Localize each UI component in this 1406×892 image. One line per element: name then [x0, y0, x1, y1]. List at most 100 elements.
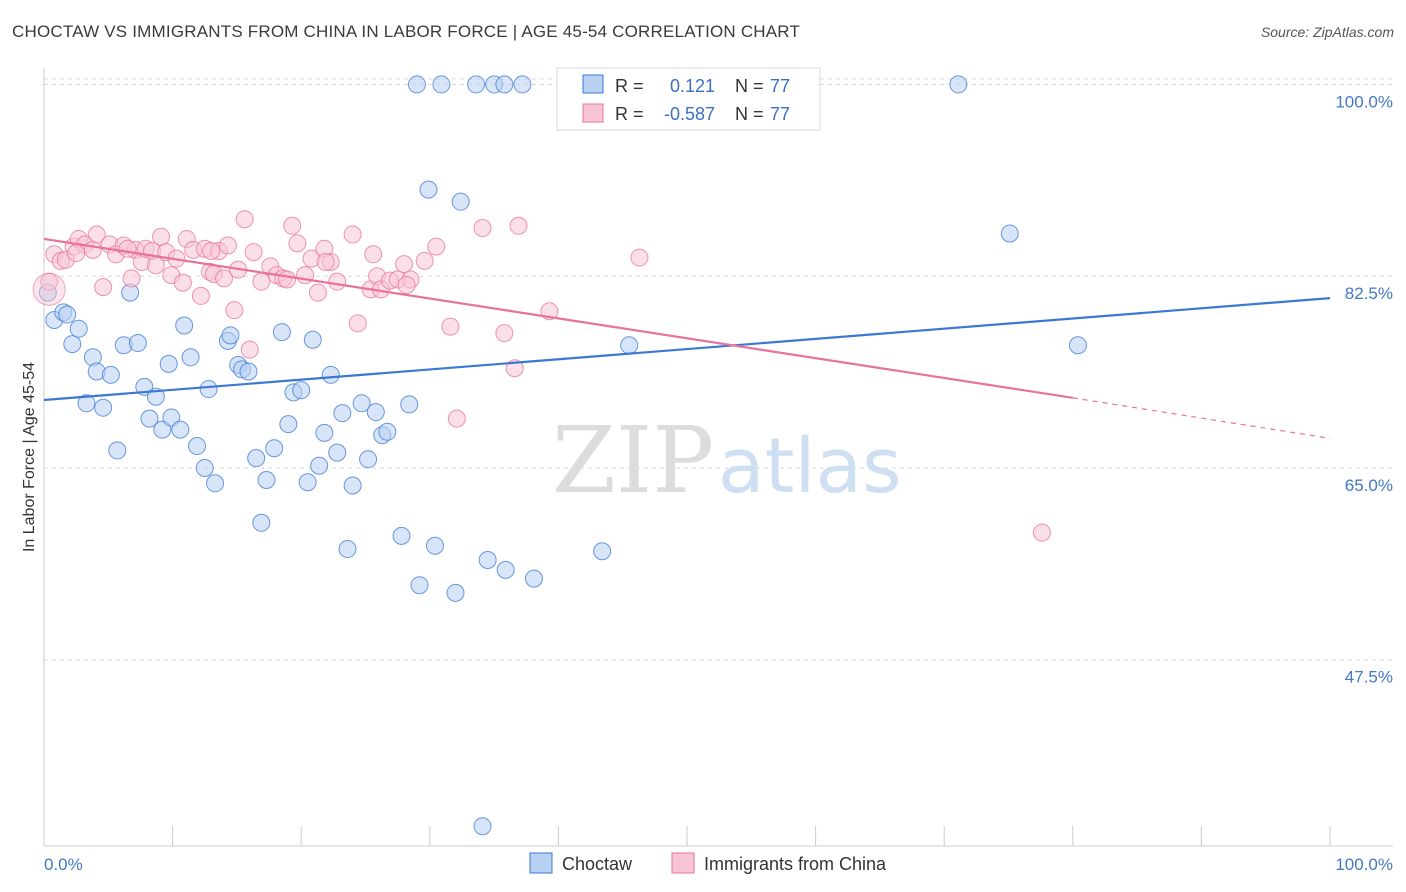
point-choctaw: [392, 526, 411, 545]
point-choctaw: [407, 75, 426, 94]
trend-line-china: [43, 237, 1073, 399]
chart-source: Source: ZipAtlas.com: [1260, 24, 1394, 40]
points-layer: [32, 75, 1087, 836]
point-china: [278, 270, 297, 289]
point-choctaw: [128, 334, 147, 353]
point-china: [397, 275, 416, 294]
point-choctaw: [495, 75, 514, 94]
point-choctaw: [257, 471, 276, 490]
point-china: [630, 248, 649, 267]
point-china: [122, 269, 141, 288]
point-choctaw: [77, 394, 96, 413]
point-choctaw: [343, 476, 362, 495]
point-china: [94, 278, 113, 297]
x-tick-label-min: 0.0%: [44, 855, 83, 874]
point-china: [283, 216, 302, 235]
point-china: [235, 210, 254, 229]
point-choctaw: [247, 449, 266, 468]
y-tick-label: 100.0%: [1335, 92, 1393, 111]
chart-title: CHOCTAW VS IMMIGRANTS FROM CHINA IN LABO…: [12, 22, 801, 41]
point-choctaw: [252, 513, 271, 532]
point-choctaw: [1000, 224, 1019, 243]
point-china: [441, 317, 460, 336]
point-china: [473, 218, 492, 237]
legend-r-value-1: -0.587: [664, 104, 715, 124]
point-choctaw: [175, 316, 194, 335]
point-china: [316, 252, 335, 271]
point-choctaw: [315, 423, 334, 442]
point-choctaw: [162, 408, 181, 427]
point-china: [288, 234, 307, 253]
legend-n-label-0: N =: [735, 76, 764, 96]
watermark-atlas: atlas: [718, 421, 902, 510]
point-choctaw: [496, 560, 515, 579]
point-china: [415, 251, 434, 270]
legend-r-label-1: R =: [615, 104, 644, 124]
point-china: [202, 241, 221, 260]
point-china: [215, 269, 234, 288]
point-china: [427, 237, 446, 256]
y-tick-label: 47.5%: [1345, 668, 1393, 687]
point-choctaw: [451, 192, 470, 211]
point-choctaw: [1068, 336, 1087, 355]
point-choctaw: [333, 404, 352, 423]
point-china: [152, 227, 171, 246]
point-china: [447, 409, 466, 428]
point-choctaw: [171, 420, 190, 439]
point-china: [252, 272, 271, 291]
x-tick-label-max: 100.0%: [1335, 855, 1393, 874]
point-choctaw: [206, 474, 225, 493]
trend-line-dashed-china: [1072, 397, 1331, 439]
point-china: [218, 236, 237, 255]
point-china: [225, 301, 244, 320]
bottom-legend-label-china: Immigrants from China: [704, 854, 887, 874]
point-choctaw: [446, 583, 465, 602]
point-choctaw: [108, 441, 127, 460]
point-choctaw: [265, 439, 284, 458]
y-tick-label: 65.0%: [1345, 476, 1393, 495]
bottom-legend-label-choctaw: Choctaw: [562, 854, 633, 874]
point-china: [364, 245, 383, 264]
point-choctaw: [195, 458, 214, 477]
point-choctaw: [593, 542, 612, 561]
y-tick-label: 82.5%: [1345, 284, 1393, 303]
point-china: [308, 283, 327, 302]
legend-box: R = 0.121 N = 77 R = -0.587 N = 77: [556, 67, 821, 131]
point-china: [343, 225, 362, 244]
point-choctaw: [58, 305, 77, 324]
point-choctaw: [221, 326, 240, 345]
watermark-zip: ZIP: [552, 407, 714, 514]
point-choctaw: [188, 437, 207, 456]
bottom-legend: Choctaw Immigrants from China: [529, 852, 887, 874]
point-china: [191, 286, 210, 305]
point-choctaw: [303, 330, 322, 349]
point-china: [244, 243, 263, 262]
point-choctaw: [524, 569, 543, 588]
point-china: [495, 324, 514, 343]
point-choctaw: [279, 415, 298, 434]
point-choctaw: [101, 365, 120, 384]
point-choctaw: [352, 394, 371, 413]
point-choctaw: [63, 335, 82, 354]
legend-r-value-0: 0.121: [670, 76, 715, 96]
point-choctaw: [432, 75, 451, 94]
point-china: [348, 314, 367, 333]
legend-n-value-0: 77: [770, 76, 790, 96]
y-axis-label: In Labor Force | Age 45-54: [21, 362, 38, 552]
point-choctaw: [425, 536, 444, 555]
point-choctaw: [199, 380, 218, 399]
legend-swatch-choctaw: [582, 74, 604, 94]
point-choctaw: [239, 362, 258, 381]
point-cluster-china: [32, 272, 66, 306]
point-choctaw: [140, 409, 159, 428]
point-choctaw: [328, 443, 347, 462]
legend-n-label-1: N =: [735, 104, 764, 124]
point-choctaw: [321, 365, 340, 384]
legend-swatch-china: [582, 103, 604, 123]
point-china: [67, 244, 86, 263]
bottom-legend-swatch-choctaw: [529, 852, 553, 874]
point-choctaw: [181, 348, 200, 367]
point-china: [87, 225, 106, 244]
point-choctaw: [298, 473, 317, 492]
